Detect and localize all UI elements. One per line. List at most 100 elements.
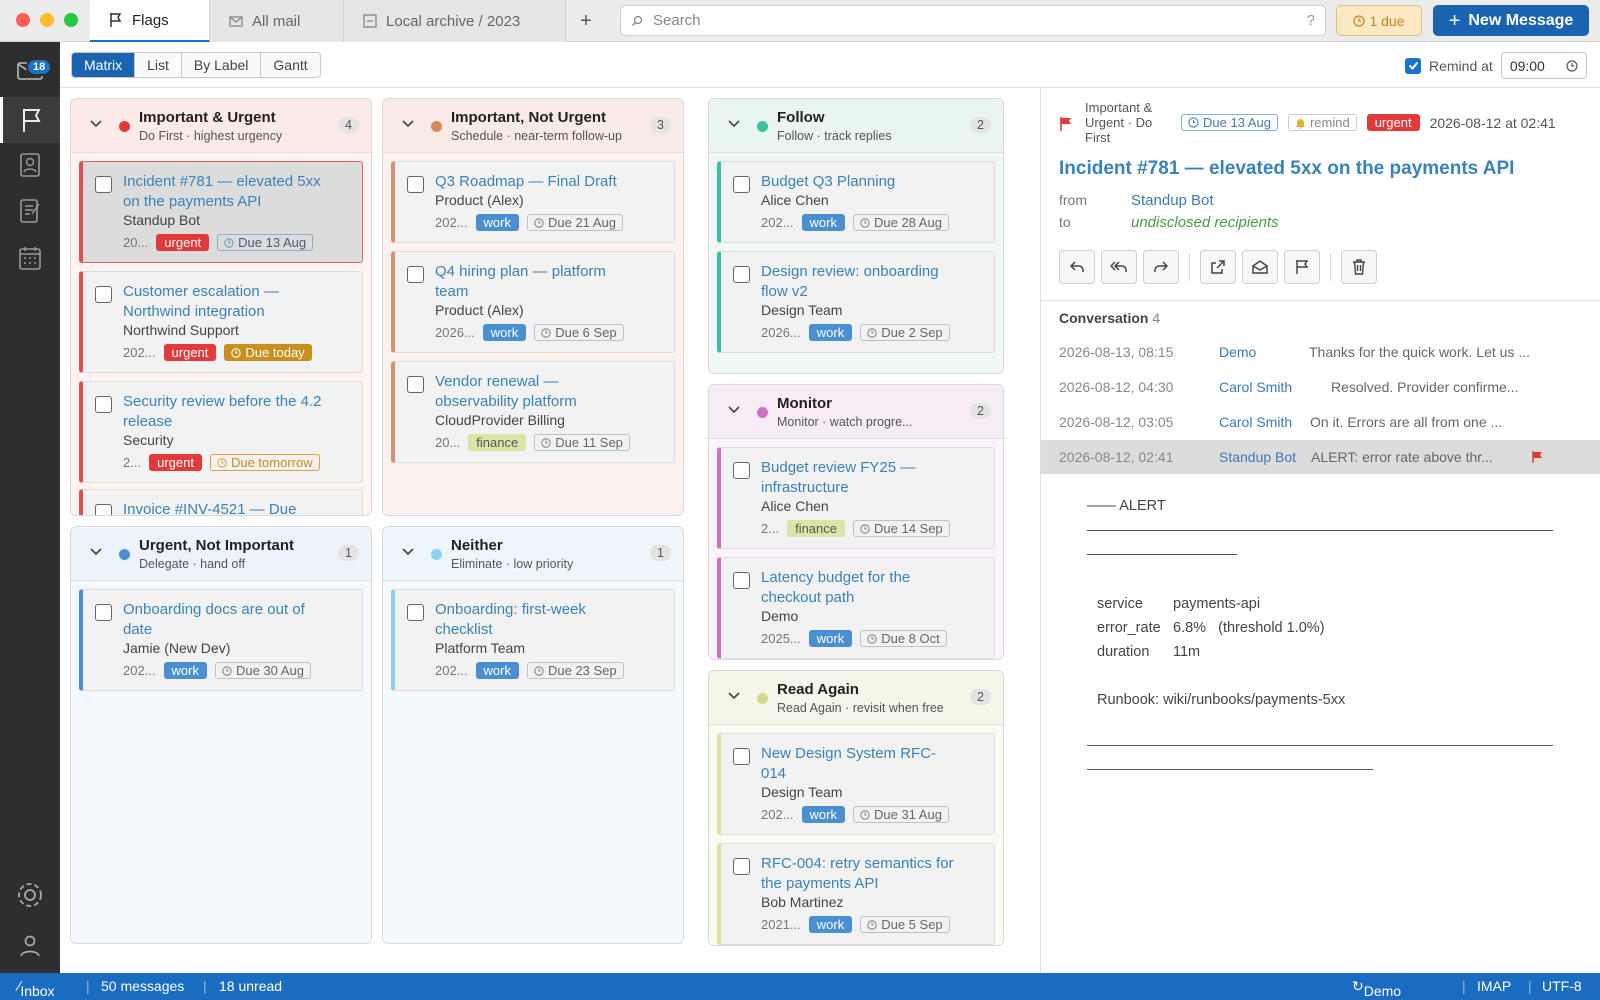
chevron-down-icon[interactable]: [727, 403, 741, 417]
mark-unread-button[interactable]: [1242, 250, 1278, 284]
due-badge[interactable]: Due tomorrow: [209, 454, 320, 471]
due-badge[interactable]: Due today: [224, 344, 312, 361]
card-title[interactable]: Security review before the 4.2 release: [123, 393, 322, 430]
due-badge[interactable]: Due 31 Aug: [852, 806, 949, 823]
sidebar-item-account[interactable]: [0, 922, 60, 968]
conversation-row[interactable]: 2026-08-12, 03:05 Carol Smith On it. Err…: [1041, 405, 1600, 439]
card-title[interactable]: Budget review FY25 — infrastructure: [761, 459, 916, 496]
due-badge[interactable]: Due 14 Sep: [853, 520, 950, 537]
message-label-badge[interactable]: urgent: [1366, 114, 1420, 131]
reply-all-button[interactable]: [1101, 250, 1137, 284]
flag-card[interactable]: Vendor renewal — observability platform …: [391, 361, 675, 463]
remind-checkbox[interactable]: [1405, 57, 1421, 74]
chevron-down-icon[interactable]: [89, 117, 103, 131]
flag-card[interactable]: New Design System RFC-014 Design Team 20…: [717, 733, 995, 835]
label-badge[interactable]: finance: [787, 520, 845, 537]
new-message-button[interactable]: + New Message: [1433, 5, 1589, 36]
delete-button[interactable]: [1341, 250, 1377, 284]
card-title[interactable]: Design review: onboarding flow v2: [761, 263, 939, 300]
sidebar-item-mail[interactable]: 18: [0, 46, 60, 92]
status-folder[interactable]: ∕ Inbox: [18, 978, 55, 999]
chevron-down-icon[interactable]: [727, 117, 741, 131]
card-title[interactable]: Latency budget for the checkout path: [761, 569, 911, 606]
search-field[interactable]: Search ?: [620, 5, 1326, 36]
label-badge[interactable]: work: [163, 662, 207, 679]
due-badge[interactable]: Due 21 Aug: [526, 214, 623, 231]
due-badge[interactable]: Due 2 Sep: [860, 324, 950, 341]
flag-card[interactable]: RFC-004: retry semantics for the payment…: [717, 843, 995, 945]
card-checkbox[interactable]: [95, 286, 112, 303]
flag-card[interactable]: Q4 hiring plan — platform team Product (…: [391, 251, 675, 353]
label-badge[interactable]: work: [475, 214, 519, 231]
flag-card[interactable]: Customer escalation — Northwind integrat…: [79, 271, 363, 373]
quadrant-header[interactable]: Neither Eliminate · low priority 1: [383, 527, 683, 581]
flag-card[interactable]: Latency budget for the checkout path Dem…: [717, 557, 995, 659]
flag-card[interactable]: Invoice #INV-4521 — Due: [79, 489, 363, 515]
new-tab-button[interactable]: +: [580, 9, 592, 32]
due-badge[interactable]: Due 5 Sep: [860, 916, 950, 933]
view-list-button[interactable]: List: [135, 53, 182, 77]
label-badge[interactable]: work: [801, 806, 845, 823]
label-badge[interactable]: work: [482, 324, 527, 341]
quadrant-header[interactable]: Follow Follow · track replies 2: [709, 99, 1003, 153]
flag-card[interactable]: Security review before the 4.2 release S…: [79, 381, 363, 483]
zoom-window-button[interactable]: [64, 13, 78, 27]
quadrant-header[interactable]: Monitor Monitor · watch progre... 2: [709, 385, 1003, 439]
card-checkbox[interactable]: [95, 396, 112, 413]
chevron-down-icon[interactable]: [401, 117, 415, 131]
close-window-button[interactable]: [16, 13, 30, 27]
due-badge[interactable]: Due 30 Aug: [214, 662, 311, 679]
card-checkbox[interactable]: [733, 176, 750, 193]
label-badge[interactable]: finance: [468, 434, 527, 451]
quadrant-header[interactable]: Important & Urgent Do First · highest ur…: [71, 99, 371, 153]
label-badge[interactable]: work: [808, 630, 853, 647]
flag-card[interactable]: Incident #781 — elevated 5xx on the paym…: [79, 161, 363, 263]
flag-card[interactable]: Design review: onboarding flow v2 Design…: [717, 251, 995, 353]
reply-button[interactable]: [1059, 250, 1095, 284]
conversation-row[interactable]: 2026-08-12, 04:30 Carol Smith Resolved. …: [1041, 370, 1600, 404]
sidebar-item-settings[interactable]: [0, 872, 60, 918]
card-checkbox[interactable]: [733, 858, 750, 875]
label-badge[interactable]: work: [808, 916, 853, 933]
chevron-down-icon[interactable]: [401, 545, 415, 559]
flag-card[interactable]: Budget Q3 Planning Alice Chen 202... wor…: [717, 161, 995, 243]
card-title[interactable]: Vendor renewal — observability platform: [435, 373, 577, 410]
flag-button[interactable]: [1284, 250, 1320, 284]
flag-card[interactable]: Budget review FY25 — infrastructure Alic…: [717, 447, 995, 549]
quadrant-header[interactable]: Read Again Read Again · revisit when fre…: [709, 671, 1003, 725]
due-badge[interactable]: Due 6 Sep: [534, 324, 624, 341]
flag-card[interactable]: Q3 Roadmap — Final Draft Product (Alex) …: [391, 161, 675, 243]
card-checkbox[interactable]: [95, 504, 112, 515]
forward-button[interactable]: [1143, 250, 1179, 284]
card-title[interactable]: Budget Q3 Planning: [761, 173, 896, 190]
tab-local-archive[interactable]: Local archive / 2023: [344, 0, 566, 42]
card-checkbox[interactable]: [733, 266, 750, 283]
message-due-badge[interactable]: Due 13 Aug: [1181, 114, 1278, 131]
label-badge[interactable]: urgent: [163, 344, 217, 361]
flag-card[interactable]: Onboarding: first-week checklist Platfor…: [391, 589, 675, 691]
due-count-button[interactable]: 1 due: [1336, 5, 1422, 36]
card-checkbox[interactable]: [407, 266, 424, 283]
card-title[interactable]: Onboarding docs are out of date: [123, 601, 305, 638]
tab-all-mail[interactable]: All mail: [210, 0, 344, 42]
card-checkbox[interactable]: [733, 462, 750, 479]
conversation-row[interactable]: 2026-08-12, 02:41 Standup Bot ALERT: err…: [1041, 440, 1600, 474]
quadrant-header[interactable]: Urgent, Not Important Delegate · hand of…: [71, 527, 371, 581]
card-title[interactable]: Customer escalation — Northwind integrat…: [123, 283, 279, 320]
tab-flags[interactable]: Flags: [90, 0, 210, 42]
label-badge[interactable]: work: [475, 662, 519, 679]
message-remind-badge[interactable]: remind: [1287, 114, 1357, 131]
open-external-button[interactable]: [1200, 250, 1236, 284]
status-mode[interactable]: ↻ Demo mode: [1352, 978, 1401, 1000]
minimize-window-button[interactable]: [40, 13, 54, 27]
card-title[interactable]: Q4 hiring plan — platform team: [435, 263, 606, 300]
label-badge[interactable]: urgent: [156, 234, 210, 251]
sidebar-item-calendar[interactable]: [0, 235, 60, 281]
label-badge[interactable]: urgent: [149, 454, 202, 471]
label-badge[interactable]: work: [801, 214, 845, 231]
remind-time-input[interactable]: 09:00: [1500, 52, 1587, 79]
card-title[interactable]: RFC-004: retry semantics for the payment…: [761, 855, 954, 892]
due-badge[interactable]: Due 28 Aug: [852, 214, 949, 231]
quadrant-header[interactable]: Important, Not Urgent Schedule · near-te…: [383, 99, 683, 153]
card-checkbox[interactable]: [733, 572, 750, 589]
